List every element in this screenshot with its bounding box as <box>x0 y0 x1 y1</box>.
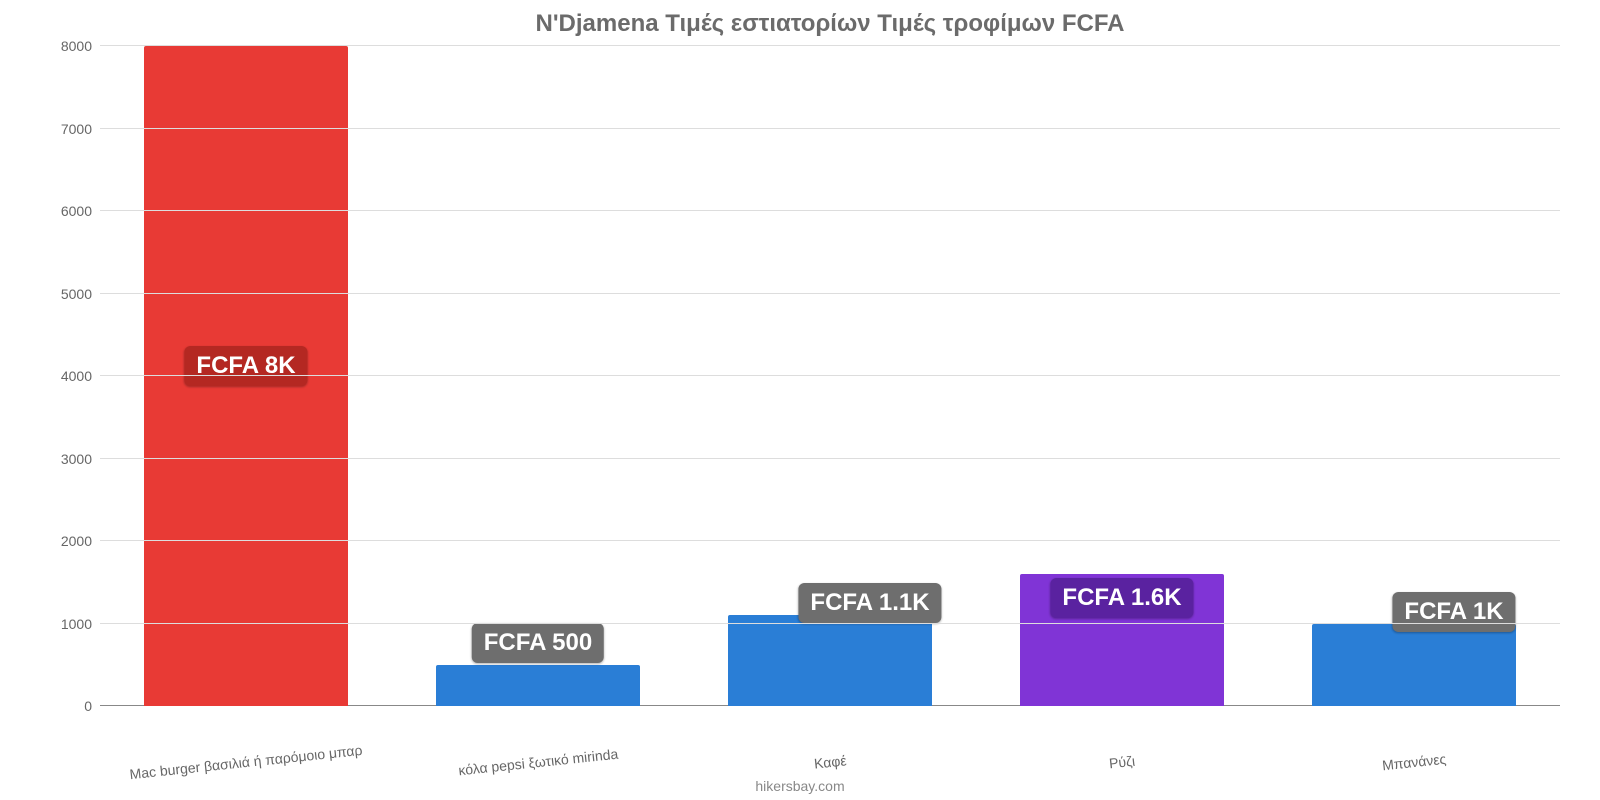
bar: FCFA 1K <box>1312 624 1516 707</box>
attribution-text: hikersbay.com <box>0 778 1600 794</box>
x-axis-label: Μπανάνες <box>1381 751 1447 774</box>
chart-title: N'Djamena Τιμές εστιατορίων Τιμές τροφίμ… <box>100 10 1560 38</box>
y-tick-label: 6000 <box>61 203 100 219</box>
value-badge: FCFA 1K <box>1392 592 1515 632</box>
plot-area: FCFA 8K FCFA 500 FCFA 1.1K FCFA 1.6K FCFA 1K… <box>100 46 1560 706</box>
grid-line <box>100 458 1560 459</box>
x-axis-label: κόλα pepsi ξωτικό mirinda <box>457 746 618 779</box>
value-badge: FCFA 1.6K <box>1050 578 1193 618</box>
x-axis-label: Mac burger βασιλιά ή παρόμοιο μπαρ <box>129 742 363 782</box>
x-label-slot: Ρύζι <box>976 754 1268 770</box>
value-badge: FCFA 8K <box>184 346 307 386</box>
y-tick-label: 2000 <box>61 533 100 549</box>
bar-slot: FCFA 500 <box>392 46 684 706</box>
bar: FCFA 1.1K <box>728 615 932 706</box>
grid-line <box>100 623 1560 624</box>
x-label-slot: Καφέ <box>684 754 976 770</box>
bar: FCFA 8K <box>144 46 348 706</box>
grid-line <box>100 45 1560 46</box>
x-label-slot: Μπανάνες <box>1268 754 1560 770</box>
bar-slot: FCFA 1.6K <box>976 46 1268 706</box>
grid-line <box>100 375 1560 376</box>
y-tick-label: 8000 <box>61 38 100 54</box>
bar-slot: FCFA 1K <box>1268 46 1560 706</box>
bar: FCFA 1.6K <box>1020 574 1224 706</box>
y-tick-label: 7000 <box>61 121 100 137</box>
bars-layer: FCFA 8K FCFA 500 FCFA 1.1K FCFA 1.6K FCFA 1K <box>100 46 1560 706</box>
y-tick-label: 0 <box>84 698 100 714</box>
x-axis-label: Ρύζι <box>1108 753 1136 772</box>
x-axis-labels: Mac burger βασιλιά ή παρόμοιο μπαρκόλα p… <box>100 754 1560 770</box>
x-axis-label: Καφέ <box>813 752 847 771</box>
x-label-slot: κόλα pepsi ξωτικό mirinda <box>392 754 684 770</box>
bar: FCFA 500 <box>436 665 640 706</box>
chart-container: N'Djamena Τιμές εστιατορίων Τιμές τροφίμ… <box>0 0 1600 800</box>
y-tick-label: 1000 <box>61 616 100 632</box>
value-badge: FCFA 500 <box>472 623 604 663</box>
y-tick-label: 5000 <box>61 286 100 302</box>
grid-line <box>100 540 1560 541</box>
y-tick-label: 3000 <box>61 451 100 467</box>
value-badge: FCFA 1.1K <box>798 583 941 623</box>
bar-slot: FCFA 1.1K <box>684 46 976 706</box>
bar-slot: FCFA 8K <box>100 46 392 706</box>
y-tick-label: 4000 <box>61 368 100 384</box>
grid-line <box>100 128 1560 129</box>
grid-line <box>100 293 1560 294</box>
grid-line <box>100 210 1560 211</box>
x-label-slot: Mac burger βασιλιά ή παρόμοιο μπαρ <box>100 754 392 770</box>
